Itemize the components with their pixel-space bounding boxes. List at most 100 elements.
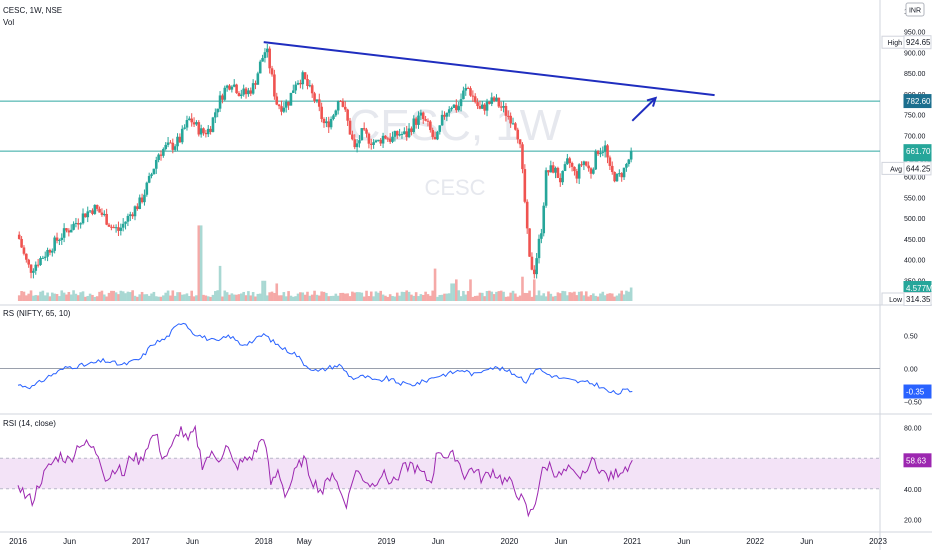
candle-body — [173, 146, 177, 150]
volume-bar — [374, 291, 378, 301]
candle-body — [353, 139, 357, 148]
candle-body — [348, 120, 352, 135]
candle-body — [341, 101, 345, 107]
candle-body — [551, 165, 555, 173]
volume-bar — [601, 291, 605, 301]
volume-bar — [58, 296, 61, 301]
candle-body — [339, 100, 342, 102]
candle-body — [473, 96, 477, 103]
candle-body — [440, 114, 444, 126]
candle-body — [334, 110, 338, 116]
rs-legend[interactable]: RS (NIFTY, 65, 10) — [3, 309, 71, 318]
candle-body — [386, 138, 390, 140]
candle-body — [405, 131, 409, 138]
candle-body — [563, 164, 567, 171]
candle-body — [313, 93, 316, 102]
volume-bar — [360, 292, 364, 301]
candle-body — [315, 99, 319, 102]
volume-bar — [310, 294, 314, 301]
candle-body — [284, 101, 288, 108]
volume-bar — [211, 294, 215, 301]
volume-bar — [525, 293, 529, 301]
volume-bar — [249, 295, 253, 301]
volume-bar — [81, 291, 85, 301]
trendline[interactable] — [263, 41, 715, 97]
name-watermark: CESC — [424, 175, 485, 200]
volume-bar — [55, 293, 59, 301]
volume-bar — [76, 295, 80, 301]
volume-bar — [74, 293, 78, 301]
candle-body — [424, 119, 427, 121]
volume-tag: 4.577M — [906, 284, 932, 293]
volume-bar — [485, 291, 489, 301]
candle-body — [412, 118, 416, 133]
rsi-band — [0, 458, 880, 489]
rs-tick-label: 0.00 — [904, 366, 918, 373]
volume-bar — [554, 295, 557, 301]
time-axis[interactable]: 2016 Jun 2017 Jun 2018 May 2019 Jun 2020 Jun 2021 J… — [9, 537, 887, 546]
candle-body — [587, 165, 590, 169]
projection-arrow-head[interactable] — [646, 96, 658, 107]
candle-body — [421, 112, 425, 120]
rsi-legend[interactable]: RSI (14, close) — [3, 419, 56, 428]
volume-bar — [140, 291, 144, 301]
volume-legend[interactable]: Vol — [3, 18, 14, 27]
volume-bar — [301, 292, 305, 301]
candle-body — [72, 223, 75, 230]
rsi-last-tag: 58.63 — [906, 456, 927, 465]
currency-badge-box[interactable] — [905, 2, 925, 17]
volume-bar — [150, 293, 153, 301]
currency-badge[interactable]: INR — [909, 8, 921, 15]
volume-bar — [348, 296, 352, 301]
volume-bar — [365, 290, 368, 301]
volume-bar — [199, 225, 203, 301]
volume-bar — [308, 295, 312, 301]
volume-bar — [256, 293, 260, 301]
volume-bar — [459, 296, 463, 301]
volume-bar — [232, 294, 236, 301]
candle-body — [419, 112, 423, 116]
volume-bar — [136, 296, 139, 301]
candle-body — [48, 249, 52, 253]
volume-bar — [436, 296, 439, 301]
candle-body — [575, 171, 579, 179]
volume-bar — [589, 295, 593, 301]
rsi-tick-label: 40.00 — [904, 487, 922, 494]
candle-body — [523, 169, 527, 202]
candle-body — [379, 139, 383, 144]
candle-body — [17, 234, 21, 239]
candle-body — [476, 102, 479, 107]
candle-body — [254, 83, 257, 85]
volume-bar — [429, 295, 432, 301]
candle-body — [542, 205, 546, 234]
drawings[interactable] — [263, 41, 715, 122]
volume-bar — [147, 295, 151, 301]
candle-body — [554, 167, 557, 173]
projection-arrow-shaft[interactable] — [631, 97, 657, 122]
candle-body — [296, 82, 300, 85]
candle-body — [22, 247, 26, 254]
volume-bar — [610, 293, 614, 301]
volume-bar — [473, 295, 477, 301]
volume-bar — [93, 296, 97, 301]
candle-body — [584, 161, 588, 166]
rs-series — [17, 322, 633, 395]
candle-body — [343, 106, 347, 110]
candle-body — [190, 118, 194, 123]
volume-bar — [514, 293, 517, 301]
volume-bar — [521, 276, 524, 301]
volume-bar — [471, 296, 475, 301]
candle-body — [27, 259, 30, 265]
volume-bar — [48, 296, 52, 301]
symbol-legend[interactable]: CESC, 1W, NSE — [3, 6, 62, 15]
horizontal-levels[interactable] — [0, 100, 880, 152]
volume-bar — [105, 296, 108, 301]
volume-bar — [499, 290, 503, 301]
volume-bar — [171, 290, 175, 301]
candle-body — [436, 131, 439, 140]
volume-bar — [584, 291, 588, 301]
candle-body — [88, 210, 92, 212]
volume-bar — [138, 294, 142, 301]
rsi-last-tag-box — [903, 453, 932, 468]
